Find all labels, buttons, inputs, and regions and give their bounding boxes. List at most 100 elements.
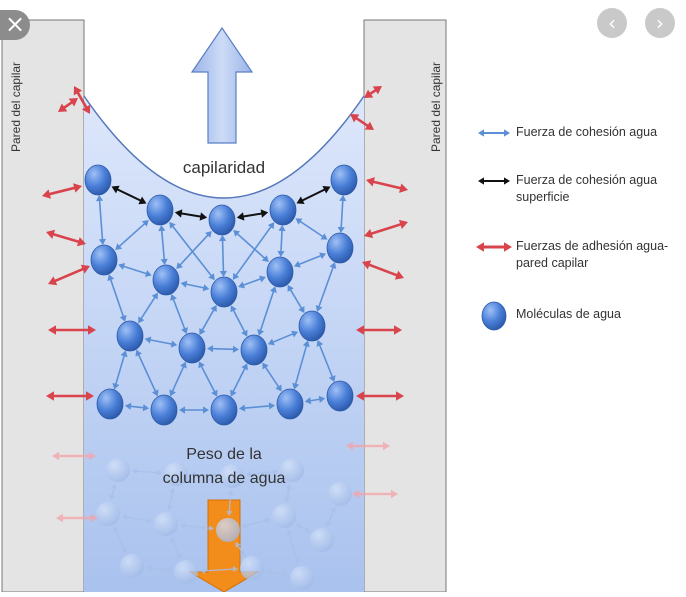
faint-cohesion-arrow [286,529,300,565]
cohesion-arrow [158,224,168,266]
cohesion-arrow [292,340,310,390]
faint-cohesion-arrow [166,487,176,511]
cohesion-arrow [232,222,275,280]
cohesion-arrow [124,402,150,412]
faint-cohesion-arrow [109,483,117,501]
cohesion-arrow [107,274,127,322]
cohesion-arrow [257,286,277,336]
cohesion-arrow [138,292,158,324]
adhesion-arrow [364,219,408,239]
water-molecule [240,334,268,366]
previous-button[interactable]: ‹ [597,8,627,38]
adhesion-arrow [364,86,382,98]
water-molecule [152,264,180,296]
faint-cohesion-arrow [199,566,239,574]
water-molecule [326,380,354,412]
surface-cohesion-arrow [174,209,208,221]
cohesion-arrow [180,280,210,292]
weight-label-line1: Peso de la [186,446,262,463]
legend-adhesion-arrow [476,242,512,252]
water-molecule [210,394,238,426]
faint-adhesion-arrow [352,489,398,499]
legend-cohesion-text: Fuerza de cohesión agua [516,125,658,139]
surface-cohesion-arrow [111,185,147,205]
cohesion-arrow [230,305,248,337]
cohesion-arrow [295,218,328,240]
faint-water-molecule [280,458,304,482]
faint-water-molecule [174,560,198,584]
next-button[interactable]: › [645,8,675,38]
legend-adhesion-text: Fuerzas de adhesión agua-pared capilar [516,239,669,270]
water-molecule [96,388,124,420]
cohesion-arrow [287,284,305,314]
faint-water-molecule [272,504,296,528]
cohesion-arrow [277,224,286,258]
cohesion-arrow [206,345,240,353]
faint-water-molecule [96,502,120,526]
water-molecule [326,232,354,264]
adhesion-arrow [73,86,91,114]
cohesion-arrow [176,230,212,270]
adhesion-arrow [48,325,96,335]
water-molecule [84,164,112,196]
faint-cohesion-arrow [179,522,215,532]
cohesion-arrow [95,194,107,246]
adhesion-arrow [48,264,90,286]
faint-adhesion-arrow [346,441,390,451]
legend-molecules-text: Moléculas de agua [516,307,621,321]
faint-water-molecule [290,566,314,590]
cohesion-arrow [267,330,299,346]
adhesion-arrow [356,391,404,401]
faint-water-molecule [164,462,188,486]
cohesion-arrow [233,230,269,262]
faint-cohesion-arrow [113,526,127,554]
cohesion-arrow [118,263,152,277]
cohesion-arrow [179,406,209,414]
legend-surface-cohesion-arrow [478,177,510,185]
faint-cohesion-arrow [241,517,271,529]
faint-water-molecule [120,554,144,578]
water-molecule [276,388,304,420]
adhesion-arrow [58,98,78,112]
faint-cohesion-arrow [121,514,153,524]
faint-cohesion-arrow [189,471,219,479]
faint-cohesion-arrow [245,468,279,478]
water-molecule [178,332,206,364]
faint-molecules-layer [52,441,398,590]
right-capillary-wall [363,19,447,593]
cohesion-arrow [238,275,266,289]
legend-molecule-icon [481,301,507,331]
adhesion-arrow [46,391,94,401]
cohesion-arrow [293,252,327,268]
cohesion-arrow [199,305,217,335]
left-wall-label: Pared del capilar [9,61,23,152]
weight-label-line2: columna de agua [162,470,286,487]
faint-cohesion-arrow [326,507,336,527]
cohesion-arrow [218,234,228,278]
cohesion-arrow [238,402,276,412]
faint-cohesion-arrow [295,523,311,533]
close-button[interactable]: × [0,10,30,40]
adhesion-arrow [362,260,404,280]
adhesion-arrow [356,325,402,335]
faint-water-molecule [216,518,240,542]
water-molecule [116,320,144,352]
cohesion-arrow [316,339,336,383]
water-molecule [269,194,297,226]
cohesion-arrow [115,219,149,251]
capillarity-label: capilaridad [182,158,266,177]
cohesion-arrow [135,349,159,397]
faint-adhesion-arrow [56,513,98,523]
water-molecule [330,164,358,196]
meniscus-line [83,95,365,199]
faint-cohesion-arrow [235,541,245,557]
water-molecule [146,194,174,226]
cohesion-arrow [315,262,337,312]
surface-cohesion-arrow [296,185,331,205]
faint-adhesion-arrow [52,451,96,461]
left-capillary-wall [1,19,85,593]
water-molecule [298,310,326,342]
capillarity-up-arrow [190,26,254,144]
